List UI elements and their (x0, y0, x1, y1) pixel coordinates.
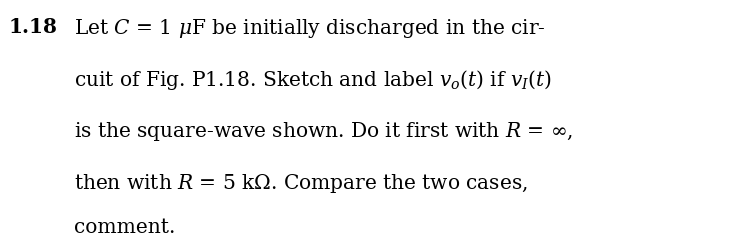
Text: then with $\mathit{R}$ = 5 k$\Omega$. Compare the two cases,: then with $\mathit{R}$ = 5 k$\Omega$. Co… (74, 172, 528, 195)
Text: is the square-wave shown. Do it first with $\mathit{R}$ = $\infty$,: is the square-wave shown. Do it first wi… (74, 120, 573, 143)
Text: cuit of Fig. P1.18. Sketch and label $\mathit{v}_{o}$($\mathit{t}$) if $\mathit{: cuit of Fig. P1.18. Sketch and label $\m… (74, 68, 551, 92)
Text: 1.18: 1.18 (9, 17, 58, 37)
Text: comment.: comment. (74, 218, 175, 237)
Text: Let $\mathit{C}$ = 1 $\mu$F be initially discharged in the cir-: Let $\mathit{C}$ = 1 $\mu$F be initially… (74, 17, 545, 40)
